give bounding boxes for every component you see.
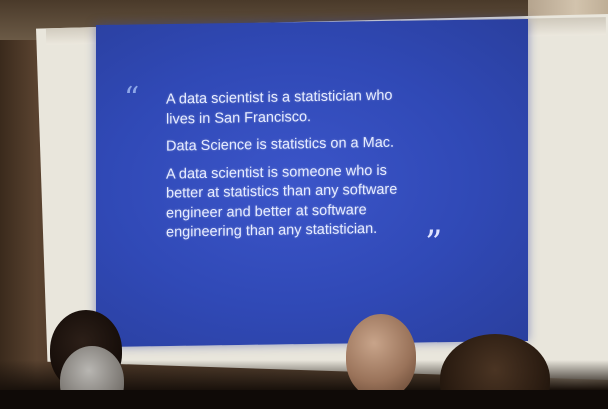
audience-shoulders xyxy=(0,390,608,409)
quote-line-3: A data scientist is someone who is bette… xyxy=(166,162,398,241)
audience xyxy=(0,300,608,409)
close-quote-icon: ” xyxy=(425,223,443,263)
audience-head xyxy=(346,314,416,398)
open-quote-icon: “ xyxy=(124,81,139,116)
slide-quote-text: A data scientist is a statistician who l… xyxy=(166,85,466,251)
quote-line-1: A data scientist is a statistician who l… xyxy=(166,87,393,128)
quote-line-2: Data Science is statistics on a Mac. xyxy=(166,134,395,155)
